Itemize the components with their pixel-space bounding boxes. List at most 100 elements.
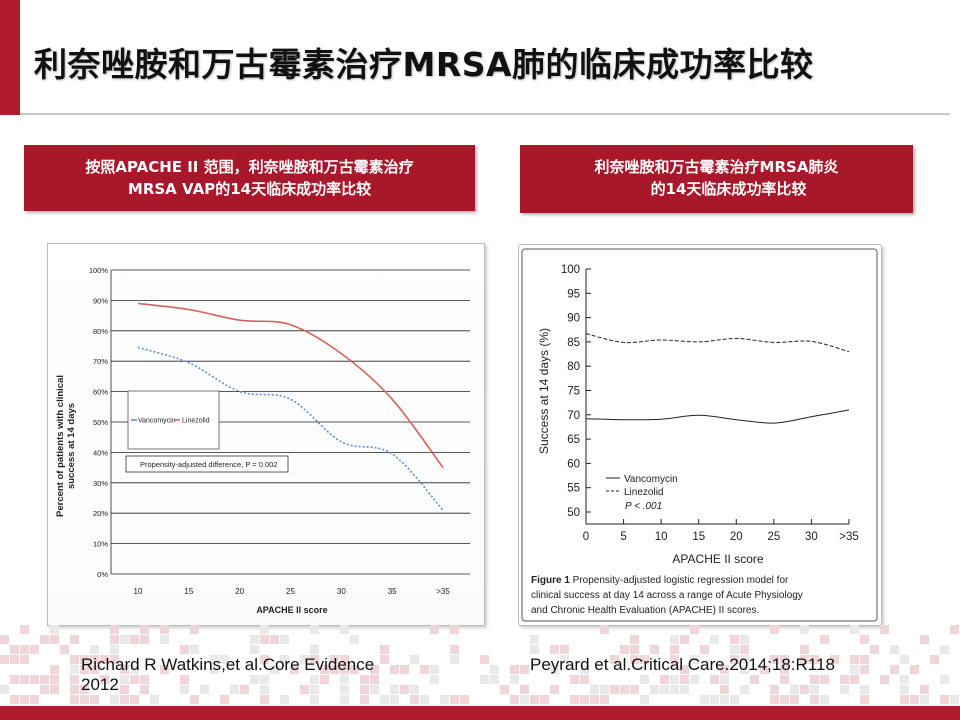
footer-pattern-square [810,675,819,684]
footer-pattern-square [800,685,809,694]
footer-pattern-square [360,675,369,684]
right-citation: Peyrard et al.Critical Care.2014;18:R118 [530,655,835,674]
footer-pattern-square [40,635,49,644]
footer-pattern-square [740,655,749,664]
footer-pattern-square [140,625,149,634]
footer-pattern-square [90,665,99,674]
footer-pattern-square [810,655,819,664]
title-divider [20,113,950,115]
footer-pattern-square [710,695,719,704]
footer-pattern-square [740,665,749,674]
footer-pattern-square [650,645,659,654]
footer-pattern-square [760,665,769,674]
footer-pattern-square [10,655,19,664]
footer-pattern-square [730,695,739,704]
left-y-tick-label: 10% [93,540,108,549]
footer-pattern-square [640,655,649,664]
footer-pattern-square [540,695,549,704]
footer-pattern-square [110,695,119,704]
footer-pattern-square [160,635,169,644]
footer-pattern-square [40,675,49,684]
footer-pattern-square [900,685,909,694]
left-y-tick-label: 20% [93,509,108,518]
title-accent-bar [0,0,20,115]
footer-pattern-square [30,675,39,684]
footer-pattern-square [510,695,519,704]
footer-pattern-square [530,695,539,704]
footer-pattern-square [740,645,749,654]
footer-pattern-square [630,635,639,644]
right-y-tick-label: 50 [567,507,580,519]
footer-pattern-square [850,655,859,664]
footer-pattern-square [190,645,199,654]
footer-pattern-square [580,665,589,674]
footer-pattern-square [70,665,79,674]
left-x-tick-label: 30 [337,587,346,596]
footer-pattern-square [10,645,19,654]
footer-pattern-square [280,635,289,644]
footer-pattern-square [950,625,959,634]
footer-pattern-square [50,675,59,684]
footer-pattern-square [510,675,519,684]
footer-pattern-square [140,675,149,684]
right-y-axis-label: Success at 14 days (%) [537,328,551,454]
left-y-tick-label: 90% [93,296,108,305]
footer-pattern-square [740,685,749,694]
footer-pattern-square [20,695,29,704]
footer-pattern-square [100,675,109,684]
footer-pattern-square [520,685,529,694]
right-x-tick-label: 0 [583,531,589,543]
right-x-tick-label: 25 [767,531,780,543]
left-x-tick-label: 35 [388,587,397,596]
footer-pattern-square [390,665,399,674]
footer-pattern-square [380,655,389,664]
footer-pattern-square [360,695,369,704]
left-y-tick-label: 80% [93,327,108,336]
left-y-tick-label: 40% [93,448,108,457]
footer-pattern-square [920,635,929,644]
footer-pattern-square [550,665,559,674]
right-y-tick-label: 75 [567,386,580,398]
left-legend: Vancomycin Linezolid [127,390,220,450]
footer-pattern-square [310,655,319,664]
footer-pattern-square [770,685,779,694]
footer-pattern-square [20,655,29,664]
footer-pattern-square [120,665,129,674]
footer-pattern-square [250,675,259,684]
footer-pattern-square [60,645,69,654]
footer-pattern-square [180,645,189,654]
footer-pattern-square [940,675,949,684]
footer-pattern-square [880,675,889,684]
footer-pattern-square [910,665,919,674]
legend-vancomycin-label-right: Vancomycin [624,474,678,485]
footer-pattern-square [720,675,729,684]
footer-pattern-square [720,665,729,674]
footer-pattern-square [720,695,729,704]
footer-pattern-square [260,695,269,704]
left-y-axis-label-line1: Percent of patients with clinical [55,375,66,517]
footer-pattern-square [860,685,869,694]
footer-pattern-square [260,675,269,684]
footer-pattern-square [580,675,589,684]
footer-pattern-square [680,685,689,694]
right-legend: Vancomycin Linezolid P < .001 [606,474,678,512]
footer-pattern-square [180,675,189,684]
footer-pattern-square [780,695,789,704]
footer-pattern-square [380,645,389,654]
footer-pattern-square [240,685,249,694]
left-chart-panel: 0% 10% 20% 30% 40% 50% 60% 70% 80% 90% 100% 10 15 20… [47,243,485,626]
right-y-tick-label: 90 [567,313,580,325]
right-annotation: P < .001 [625,501,662,512]
footer-pattern-square [710,635,719,644]
footer-pattern-square [690,675,699,684]
footer-pattern-square [230,685,239,694]
footer-pattern-square [730,655,739,664]
footer-pattern-square [270,635,279,644]
footer-pattern-square [860,655,869,664]
footer-pattern-square [310,695,319,704]
footer-pattern-square [620,645,629,654]
left-x-tick-label: 10 [134,587,143,596]
footer-pattern-square [900,695,909,704]
footer-pattern-square [120,635,129,644]
footer-pattern-square [350,665,359,674]
